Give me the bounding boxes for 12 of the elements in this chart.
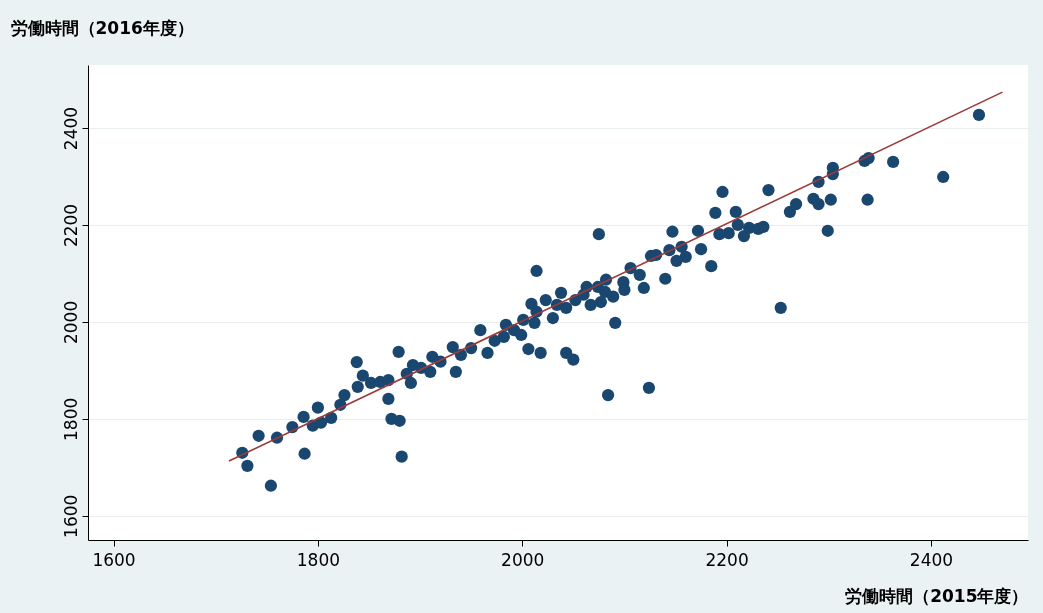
y-tick-label: 1600 xyxy=(60,494,81,538)
x-axis-title: 労働時間（2015年度） xyxy=(845,585,1029,606)
x-tick-label: 2000 xyxy=(501,549,545,570)
x-tick-label: 1800 xyxy=(296,549,341,570)
y-tick-label: 2000 xyxy=(60,300,81,345)
x-tick-label: 2200 xyxy=(705,549,749,570)
y-tick-label: 1800 xyxy=(60,397,81,441)
y-tick-label: 2200 xyxy=(60,203,81,248)
y-tick-label: 2400 xyxy=(60,106,81,151)
y-axis-title: 労働時間（2016年度） xyxy=(10,17,194,38)
x-tick-label: 2400 xyxy=(909,549,954,570)
x-tick-label: 1600 xyxy=(92,549,136,570)
